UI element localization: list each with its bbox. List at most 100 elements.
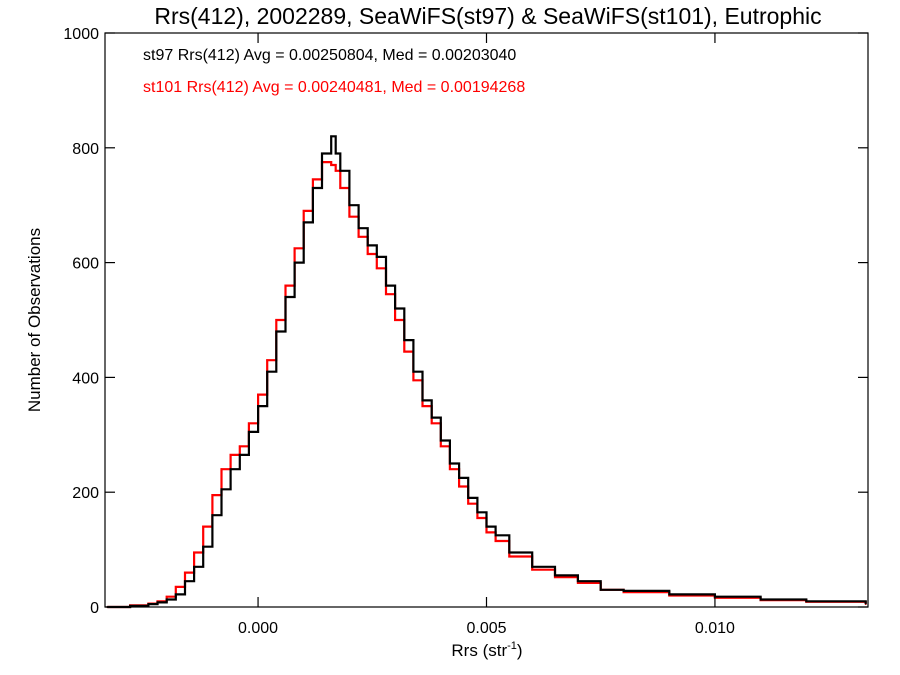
series-0-point	[508, 551, 511, 554]
y-axis-label: Number of Observations	[25, 228, 44, 412]
series-1-point	[403, 350, 406, 353]
series-0-point	[385, 284, 387, 287]
series-1-point	[430, 422, 433, 425]
series-line-1	[107, 161, 867, 609]
axes: 0 200 400 600 800 1000 0.000 0.005 0.010	[63, 26, 869, 637]
series-1-point	[248, 422, 250, 425]
series-1-point	[312, 178, 314, 181]
series-1-point	[357, 235, 360, 238]
series-0-point	[531, 565, 534, 568]
series-1-point	[449, 468, 451, 471]
series-1-point	[508, 555, 511, 558]
series-0-point	[864, 602, 867, 605]
series-1-point	[330, 164, 333, 166]
x-tick-label: 0.005	[466, 620, 506, 637]
series-1-point	[275, 319, 278, 321]
series-0-point	[302, 221, 305, 224]
series-1-point	[293, 247, 296, 250]
series-line-0	[107, 135, 867, 609]
series-0-point	[275, 330, 278, 333]
series-1-point	[458, 485, 460, 488]
series-1-point	[302, 210, 305, 212]
series-0-point	[321, 152, 323, 155]
y-tick-label: 0	[90, 600, 99, 617]
legend-st101: st101 Rrs(412) Avg = 0.00240481, Med = 0…	[143, 79, 525, 96]
series-0-point	[759, 598, 762, 601]
series-0-point	[284, 296, 287, 298]
series-1-point	[184, 571, 186, 574]
series-1-point	[165, 595, 168, 598]
series-0-point	[476, 511, 479, 514]
x-axis-label-sup: -1	[507, 640, 517, 652]
series-0-point	[293, 261, 296, 264]
series-0-point	[458, 477, 460, 479]
series-0-point	[403, 339, 406, 341]
plot-area	[106, 135, 867, 609]
series-1-point	[366, 253, 369, 255]
series-0-point	[577, 580, 579, 583]
series-1-point	[257, 393, 259, 396]
series-0-point	[334, 152, 337, 155]
series-0-point	[229, 468, 232, 471]
series-0-point	[248, 431, 250, 433]
series-0-point	[220, 488, 223, 491]
series-1-point	[334, 169, 337, 172]
y-tick-label: 800	[72, 141, 99, 158]
x-axis-label: Rrs (str-1)	[451, 640, 522, 660]
series-0-point	[668, 593, 671, 596]
series-1-point	[554, 576, 556, 579]
series-0-point	[312, 187, 314, 189]
series-1-point	[266, 359, 269, 362]
x-axis-label-main: Rrs (str	[451, 641, 507, 660]
y-tick-label: 1000	[63, 26, 99, 43]
series-0-point	[485, 525, 488, 528]
series-0-point	[147, 603, 150, 605]
series-1-point	[385, 293, 387, 296]
series-1-point	[284, 284, 287, 287]
series-0-point	[330, 135, 333, 138]
y-tick-label: 600	[72, 256, 99, 273]
series-0-point	[211, 514, 214, 517]
series-0-point	[174, 593, 177, 596]
x-tick-label: 0.010	[695, 620, 735, 637]
series-0-point	[193, 565, 196, 568]
series-0-point	[394, 307, 396, 310]
series-1-point	[220, 468, 223, 471]
x-axis-label-close: )	[517, 641, 523, 660]
series-0-point	[494, 534, 497, 537]
series-1-point	[229, 454, 232, 456]
series-0-point	[266, 370, 269, 373]
series-1-point	[193, 551, 196, 554]
series-0-point	[412, 370, 415, 373]
series-1-point	[421, 405, 424, 407]
series-0-point	[348, 204, 351, 207]
series-0-point	[165, 598, 168, 601]
series-0-point	[202, 545, 205, 548]
series-1-point	[439, 445, 442, 448]
series-0-point	[449, 462, 451, 465]
series-0-point	[622, 590, 625, 592]
series-0-point	[467, 497, 470, 499]
series-0-point	[156, 601, 159, 604]
series-1-point	[412, 379, 415, 382]
series-1-point	[394, 319, 396, 321]
series-0-point	[599, 588, 602, 591]
series-1-point	[348, 215, 351, 218]
series-0-point	[184, 580, 186, 583]
legend-st97: st97 Rrs(412) Avg = 0.00250804, Med = 0.…	[143, 47, 516, 64]
series-0-point	[805, 600, 808, 603]
x-tick-label: 0.000	[238, 620, 278, 637]
series-1-point	[375, 267, 378, 270]
series-0-point	[430, 416, 433, 419]
series-1-point	[494, 540, 497, 542]
series-1-point	[476, 517, 479, 519]
series-0-point	[421, 399, 424, 402]
series-0-point	[554, 574, 556, 577]
series-1-point	[238, 445, 241, 448]
series-0-point	[357, 227, 360, 230]
series-1-point	[485, 531, 488, 534]
series-1-point	[174, 586, 177, 588]
series-1-point	[577, 582, 579, 584]
series-0-point	[439, 439, 442, 442]
